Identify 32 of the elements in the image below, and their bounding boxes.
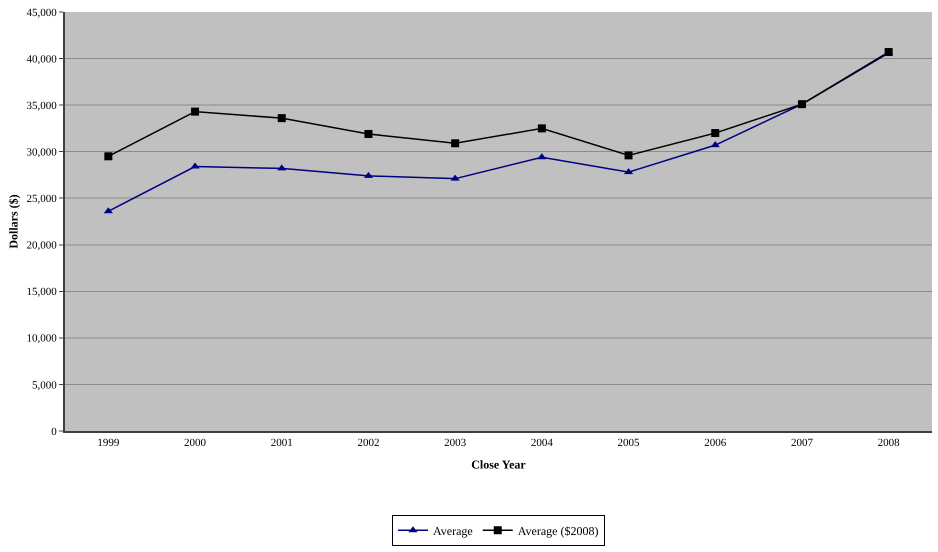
y-axis-title: Dollars ($)	[6, 194, 20, 249]
point	[538, 124, 546, 132]
legend-label: Average	[433, 524, 473, 538]
y-tick-label: 15,000	[26, 286, 58, 298]
y-tick-label: 40,000	[26, 53, 58, 66]
y-tick-label: 10,000	[26, 332, 58, 345]
point	[711, 129, 720, 138]
y-tick-label: 30,000	[26, 146, 58, 159]
x-tick-label: 2008	[878, 437, 900, 450]
point	[451, 139, 460, 148]
legend-label: Average ($2008)	[518, 524, 598, 538]
x-axis-title: Close Year	[471, 458, 526, 472]
point	[191, 108, 200, 116]
x-tick-label: 2001	[270, 437, 293, 450]
point	[104, 152, 112, 160]
y-tick-label: 0	[51, 426, 58, 438]
point	[278, 114, 286, 122]
x-tick-label: 2000	[184, 437, 207, 450]
x-tick-label: 1999	[97, 437, 120, 450]
y-tick-label: 35,000	[26, 100, 58, 112]
x-tick-label: 2005	[618, 437, 640, 450]
x-tick-label: 2003	[444, 437, 467, 450]
y-tick-label: 20,000	[26, 240, 58, 252]
x-tick-label: 2007	[790, 437, 814, 450]
x-tick-label: 2006	[704, 437, 727, 450]
x-tick-label: 2002	[357, 437, 380, 450]
point	[364, 130, 372, 138]
point	[624, 151, 633, 160]
x-tick-label: 2004	[530, 437, 554, 450]
y-tick-label: 5,000	[32, 379, 58, 392]
y-tick-label: 25,000	[26, 193, 58, 206]
y-tick-label: 45,000	[26, 6, 58, 19]
